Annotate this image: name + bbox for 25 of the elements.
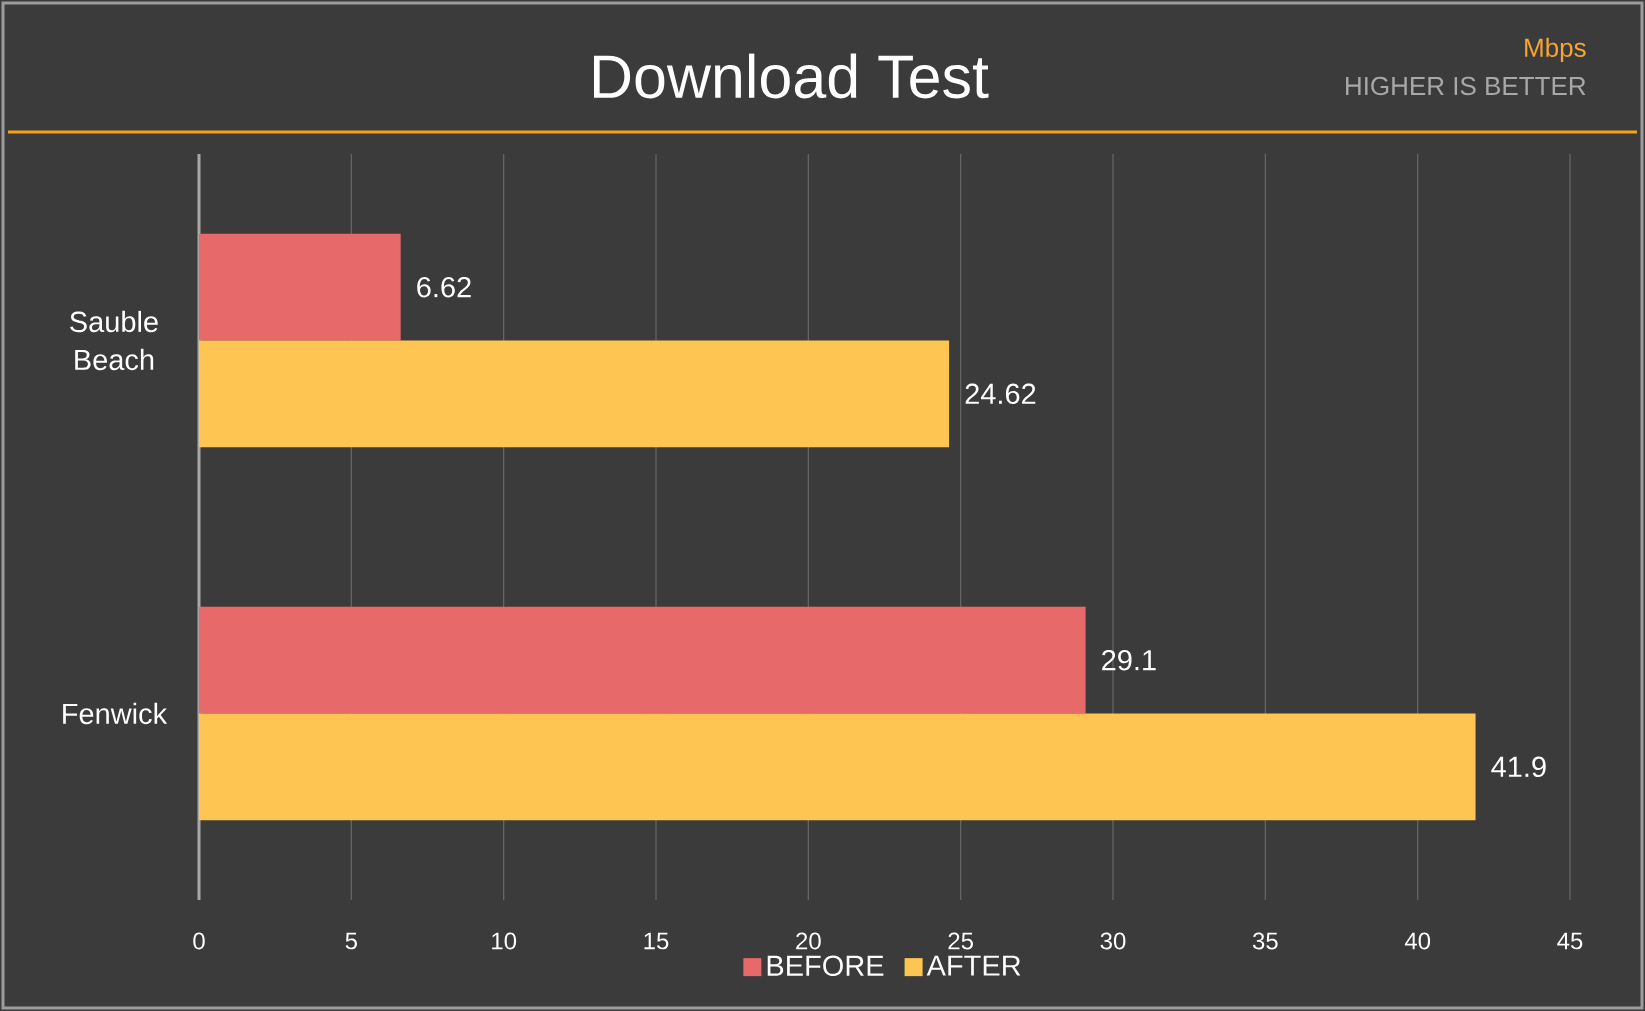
y-tick-label: Sauble Beach	[70, 310, 158, 371]
x-tick-label: 35	[1252, 932, 1278, 950]
bar	[199, 233, 401, 341]
data-label: 24.62	[965, 383, 1036, 405]
x-tick-label: 25	[948, 932, 973, 950]
x-tick-label: 30	[1100, 932, 1126, 950]
text: HIGHER IS BETTER	[1346, 76, 1586, 96]
data-label: 41.9	[1491, 756, 1546, 778]
bar	[199, 340, 950, 448]
legend-label: BEFORE	[767, 955, 884, 977]
x-tick-label: 5	[345, 932, 357, 950]
bar	[199, 606, 1086, 714]
x-tick-label: 0	[193, 932, 205, 950]
chart-title: Download Test	[593, 53, 989, 99]
x-tick-label: 10	[492, 932, 517, 950]
x-tick-label: 40	[1404, 932, 1431, 950]
legend-label: AFTER	[926, 955, 1021, 976]
bar	[199, 713, 1476, 821]
data-label: 29.1	[1102, 649, 1156, 671]
text: Mbps	[1525, 37, 1586, 63]
x-tick-label: 45	[1557, 932, 1583, 950]
y-tick-label: Fenwick	[63, 702, 168, 725]
x-tick-label: 15	[644, 932, 669, 950]
x-tick-label: 20	[796, 932, 821, 950]
data-label: 6.62	[417, 276, 471, 298]
